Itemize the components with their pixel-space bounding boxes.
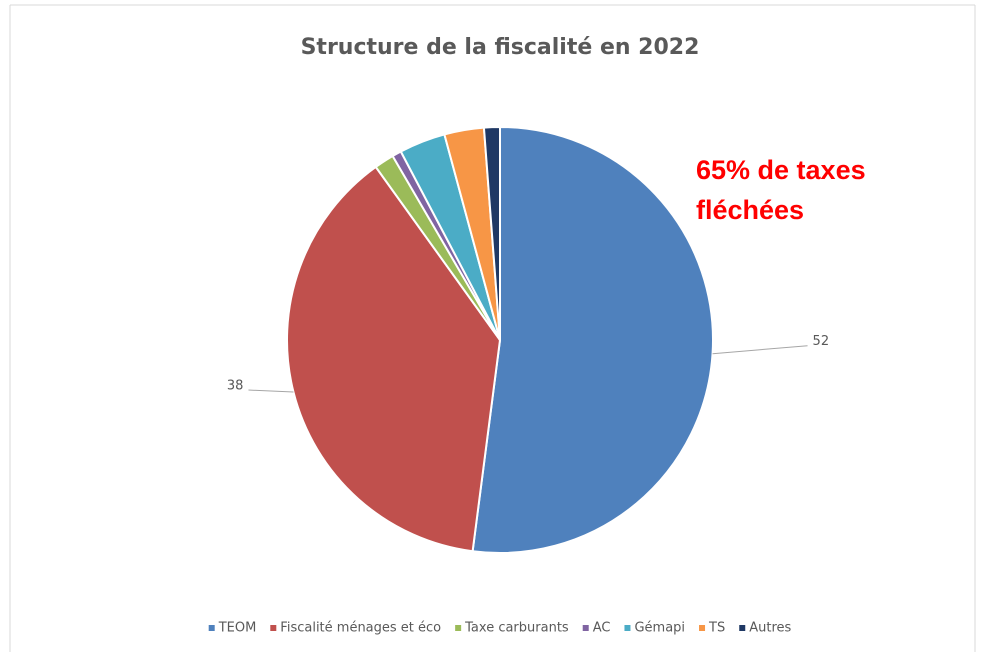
pie-slice bbox=[482, 125, 501, 341]
legend-label: Autres bbox=[749, 621, 791, 636]
legend-label: Gémapi bbox=[634, 621, 685, 636]
legend-label: Taxe carburants bbox=[464, 621, 569, 636]
legend-swatch bbox=[582, 625, 589, 631]
legend-swatch bbox=[624, 625, 631, 631]
legend-label: AC bbox=[593, 621, 611, 636]
legend-label: TS bbox=[708, 621, 725, 636]
legend-swatch bbox=[455, 625, 462, 631]
chart-title: Structure de la fiscalité en 2022 bbox=[301, 35, 700, 60]
annotation: 65% de taxes bbox=[696, 155, 866, 185]
legend-label: Fiscalité ménages et éco bbox=[280, 621, 441, 636]
data-label: 52 bbox=[813, 334, 830, 349]
leader-line bbox=[712, 345, 808, 355]
pie-slice bbox=[471, 125, 714, 554]
legend-swatch bbox=[699, 625, 706, 631]
annotation: fléchées bbox=[696, 195, 804, 225]
leader-line bbox=[248, 389, 294, 393]
legend-label: TEOM bbox=[218, 621, 257, 636]
data-label: 38 bbox=[227, 379, 244, 394]
legend-swatch bbox=[208, 625, 215, 631]
legend-swatch bbox=[270, 625, 277, 631]
legend-swatch bbox=[739, 625, 746, 631]
